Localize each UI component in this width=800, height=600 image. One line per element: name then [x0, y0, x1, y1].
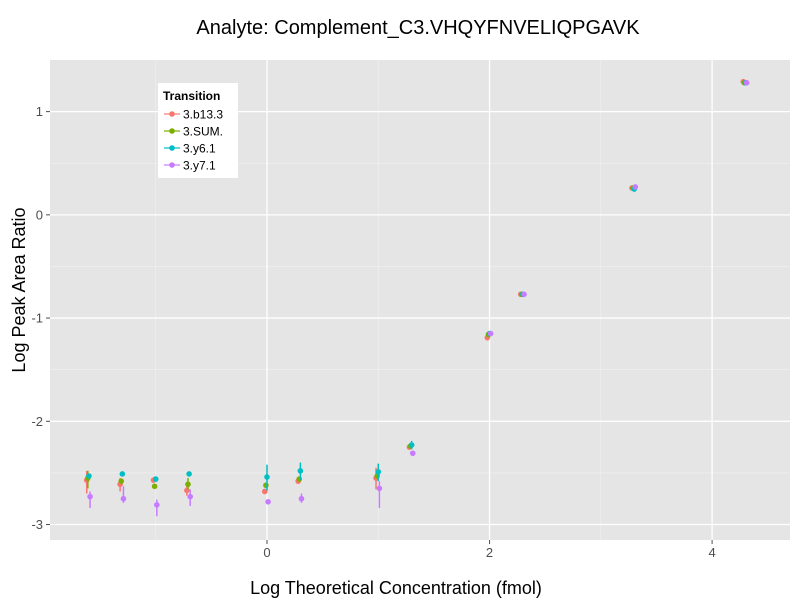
data-point [118, 478, 125, 484]
data-point [487, 330, 494, 337]
legend-label: 3.y6.1 [183, 142, 216, 156]
data-point [296, 476, 303, 482]
legend: Transition 3.b13.3 3.SUM. 3.y6.1 3.y7.1 [158, 83, 238, 178]
data-point [184, 487, 190, 494]
data-point [263, 482, 269, 489]
data-point [152, 476, 159, 482]
data-point [376, 485, 383, 492]
y-tick-label: 1 [36, 104, 43, 119]
data-point [154, 502, 160, 508]
legend-title: Transition [163, 89, 220, 103]
y-tick-label: -2 [31, 414, 43, 429]
data-point [186, 471, 192, 477]
data-point [521, 291, 527, 298]
legend-label: 3.y7.1 [183, 159, 216, 173]
data-point [185, 481, 191, 488]
data-point [264, 474, 270, 480]
data-marks [83, 78, 750, 517]
x-tick-label: 2 [486, 545, 493, 560]
x-axis-title: Log Theoretical Concentration (fmol) [250, 578, 542, 598]
data-point [375, 469, 382, 475]
data-point [87, 493, 93, 500]
legend-key-point [169, 128, 175, 134]
data-point [261, 488, 268, 495]
data-point [119, 471, 126, 477]
y-tick-label: 0 [36, 207, 43, 222]
x-tick-label: 0 [263, 545, 270, 560]
data-point [632, 184, 639, 190]
data-point [120, 495, 127, 502]
data-point [151, 483, 158, 490]
legend-items: 3.b13.3 3.SUM. 3.y6.1 3.y7.1 [164, 108, 223, 173]
legend-key-point [169, 145, 175, 151]
x-tick-label: 4 [708, 545, 715, 560]
data-point [409, 450, 416, 457]
chart-title: Analyte: Complement_C3.VHQYFNVELIQPGAVK [196, 17, 640, 39]
series-3-y7-1 [87, 79, 750, 517]
data-point [408, 442, 415, 448]
axis-ticks: 0 2 4 -3 -2 -1 0 1 [31, 104, 715, 560]
data-point [743, 79, 750, 86]
y-tick-label: -1 [31, 311, 43, 326]
legend-key-point [169, 162, 175, 168]
data-point [297, 468, 304, 474]
data-point [187, 493, 194, 500]
data-point [265, 499, 271, 505]
legend-key-point [169, 111, 175, 117]
legend-label: 3.SUM. [183, 125, 223, 139]
legend-label: 3.b13.3 [183, 108, 223, 122]
y-tick-label: -3 [31, 517, 43, 532]
data-point [298, 495, 305, 502]
y-axis-title: Log Peak Area Ratio [9, 207, 29, 372]
data-point [86, 473, 92, 479]
